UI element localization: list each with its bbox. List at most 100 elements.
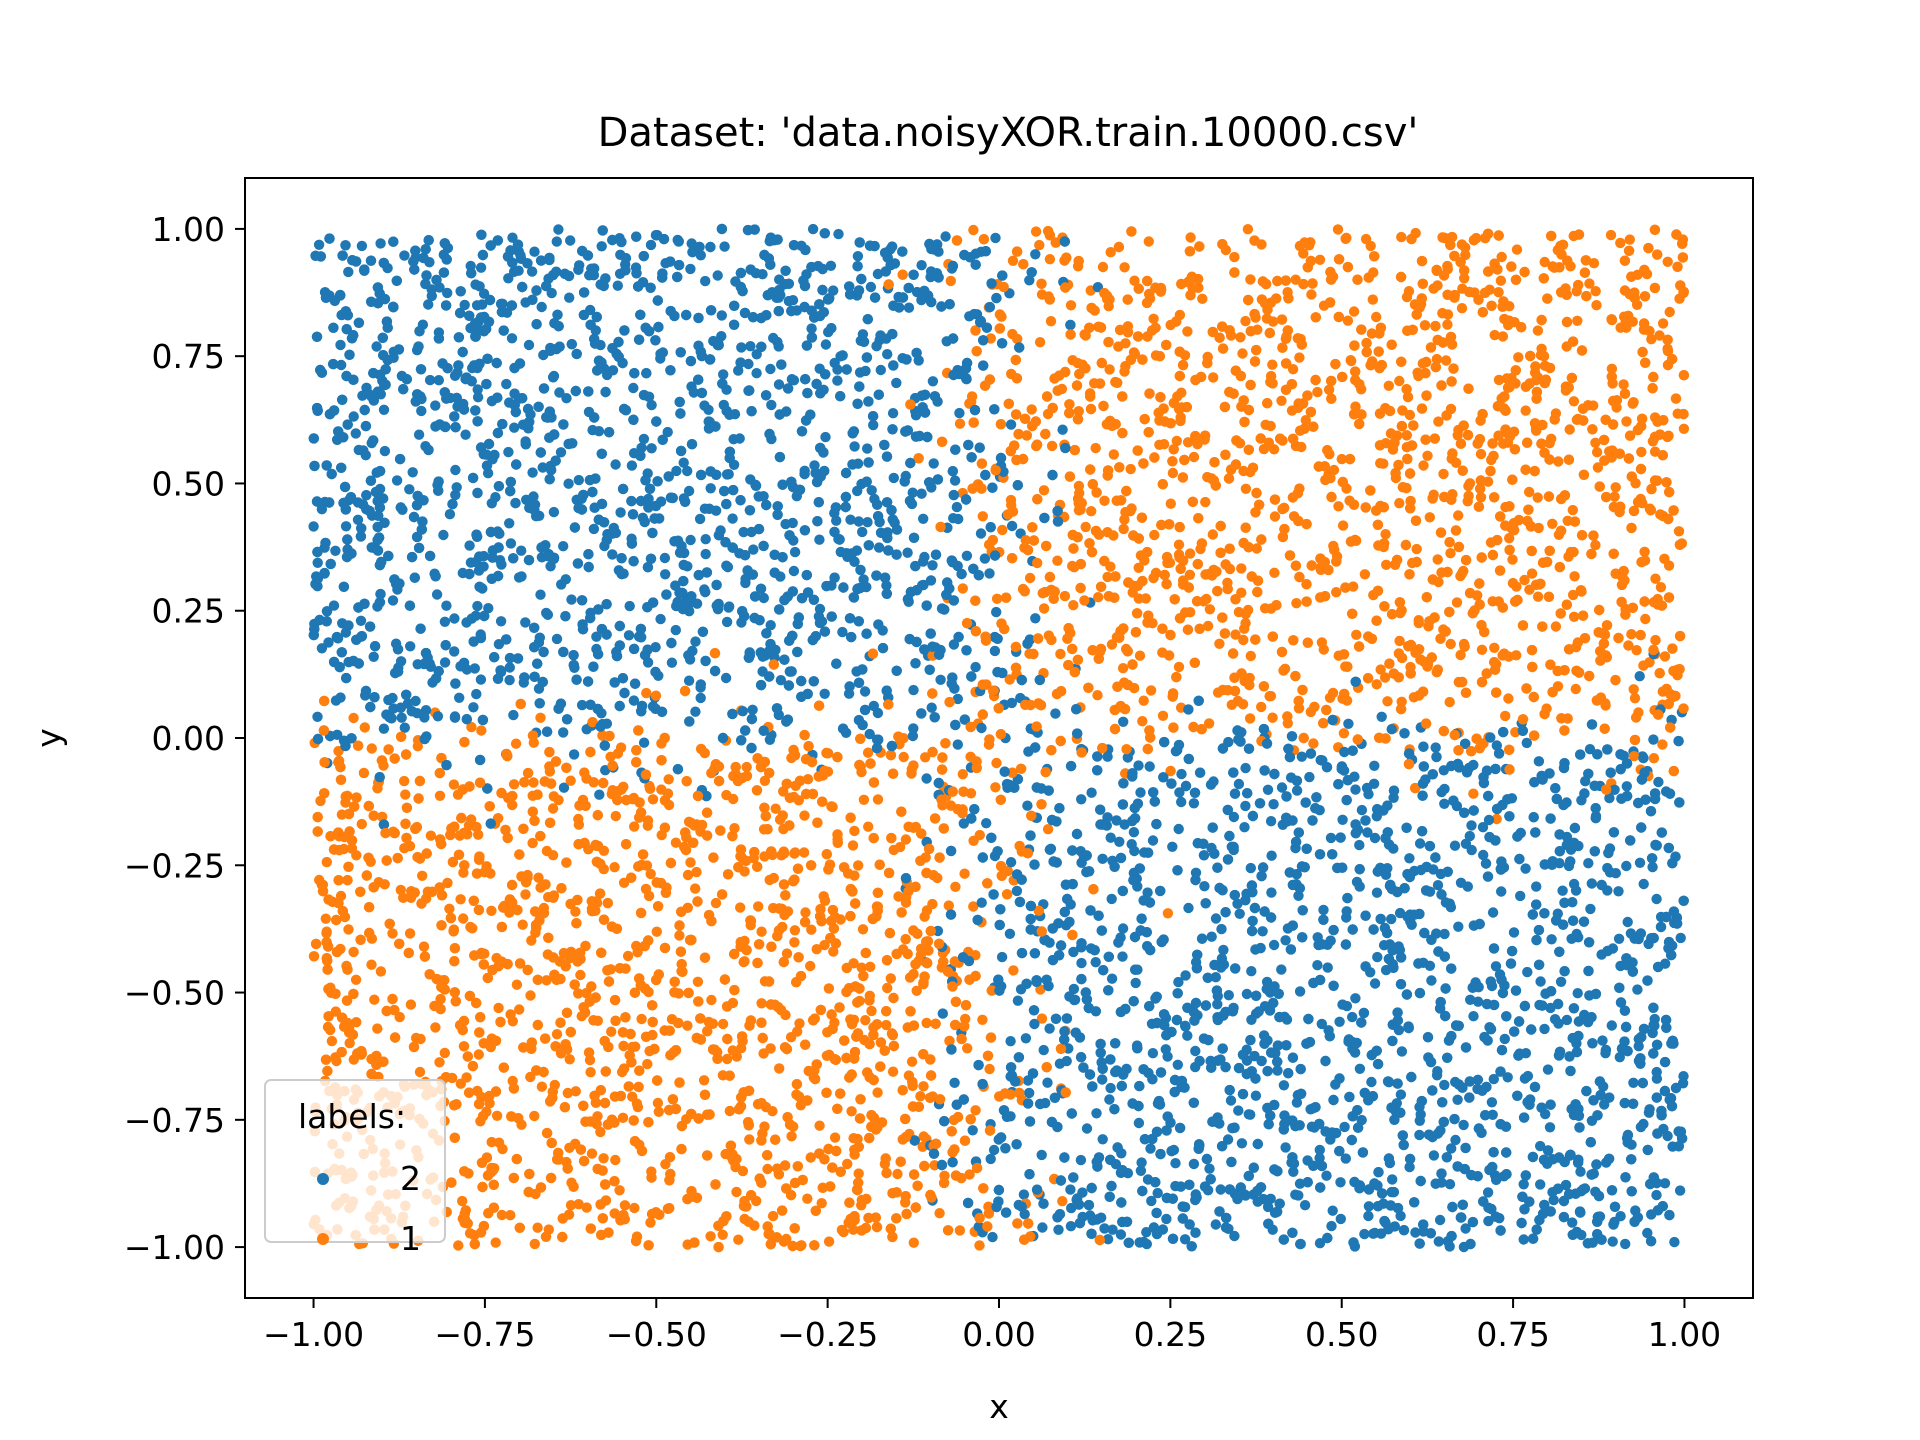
point-label-2 bbox=[1675, 932, 1686, 944]
point-label-1 bbox=[484, 1098, 495, 1109]
point-label-2 bbox=[1395, 1210, 1406, 1222]
point-label-2 bbox=[1135, 1165, 1147, 1177]
point-label-2 bbox=[459, 299, 470, 311]
point-label-2 bbox=[379, 445, 391, 457]
point-label-1 bbox=[417, 870, 428, 881]
point-label-1 bbox=[881, 1019, 892, 1031]
point-label-1 bbox=[1034, 337, 1046, 348]
point-label-2 bbox=[659, 552, 671, 564]
point-label-2 bbox=[1075, 1154, 1087, 1166]
point-label-2 bbox=[1265, 816, 1277, 827]
chart-title: Dataset: 'data.noisyXOR.train.10000.csv' bbox=[598, 110, 1419, 156]
point-label-1 bbox=[1500, 710, 1511, 722]
point-label-2 bbox=[1465, 994, 1476, 1005]
point-label-1 bbox=[1591, 447, 1603, 458]
point-label-1 bbox=[1641, 268, 1653, 280]
point-label-1 bbox=[1134, 650, 1146, 661]
point-label-2 bbox=[1106, 973, 1118, 984]
point-label-2 bbox=[989, 645, 1001, 657]
point-label-2 bbox=[828, 285, 839, 296]
point-label-2 bbox=[1548, 1194, 1559, 1206]
point-label-2 bbox=[908, 684, 919, 696]
point-label-2 bbox=[1535, 1140, 1546, 1152]
point-label-1 bbox=[570, 906, 581, 917]
point-label-2 bbox=[471, 688, 482, 700]
point-label-1 bbox=[1433, 416, 1444, 427]
point-label-1 bbox=[968, 224, 979, 236]
point-label-2 bbox=[845, 514, 856, 525]
point-label-1 bbox=[674, 930, 685, 941]
point-label-2 bbox=[853, 516, 864, 527]
point-label-1 bbox=[1137, 716, 1148, 727]
point-label-1 bbox=[1371, 679, 1382, 690]
point-label-1 bbox=[691, 866, 702, 878]
point-label-2 bbox=[657, 347, 669, 358]
point-label-1 bbox=[496, 1209, 508, 1221]
point-label-2 bbox=[1266, 887, 1277, 898]
point-label-1 bbox=[1489, 642, 1500, 653]
point-label-1 bbox=[1592, 462, 1604, 473]
point-label-2 bbox=[505, 538, 517, 549]
point-label-2 bbox=[773, 379, 785, 390]
point-label-2 bbox=[1240, 762, 1251, 774]
point-label-2 bbox=[1458, 1119, 1469, 1131]
point-label-1 bbox=[1148, 313, 1159, 324]
point-label-2 bbox=[1258, 1030, 1270, 1041]
point-label-2 bbox=[1210, 972, 1222, 983]
point-label-2 bbox=[1268, 939, 1280, 951]
point-label-1 bbox=[1378, 458, 1389, 469]
point-label-1 bbox=[1422, 450, 1433, 461]
point-label-2 bbox=[685, 263, 696, 275]
point-label-2 bbox=[433, 375, 444, 386]
point-label-1 bbox=[356, 818, 367, 830]
point-label-1 bbox=[1600, 698, 1611, 709]
point-label-1 bbox=[1342, 315, 1354, 326]
point-label-2 bbox=[1262, 1201, 1274, 1213]
point-label-2 bbox=[882, 349, 893, 360]
point-label-1 bbox=[1532, 492, 1543, 503]
point-label-2 bbox=[1036, 1149, 1047, 1161]
point-label-2 bbox=[1020, 1033, 1032, 1044]
point-label-1 bbox=[727, 1045, 738, 1056]
point-label-1 bbox=[553, 794, 564, 806]
point-label-2 bbox=[1430, 742, 1441, 753]
point-label-1 bbox=[823, 983, 835, 994]
point-label-2 bbox=[1167, 841, 1178, 852]
point-label-1 bbox=[1626, 629, 1637, 640]
point-label-1 bbox=[609, 862, 620, 873]
point-label-1 bbox=[872, 1087, 883, 1098]
point-label-1 bbox=[645, 868, 656, 880]
point-label-2 bbox=[1076, 794, 1087, 805]
point-label-1 bbox=[1173, 539, 1185, 550]
point-label-1 bbox=[547, 850, 559, 861]
point-label-1 bbox=[1615, 237, 1626, 249]
point-label-2 bbox=[1314, 1238, 1326, 1249]
point-label-1 bbox=[1108, 449, 1120, 460]
point-label-2 bbox=[523, 339, 535, 351]
point-label-2 bbox=[1176, 796, 1187, 808]
point-label-2 bbox=[903, 302, 915, 313]
point-label-2 bbox=[688, 387, 699, 398]
point-label-1 bbox=[1256, 701, 1267, 713]
point-label-2 bbox=[1117, 951, 1128, 962]
point-label-1 bbox=[860, 1015, 871, 1026]
point-label-2 bbox=[952, 693, 963, 705]
point-label-1 bbox=[1432, 554, 1443, 565]
point-label-1 bbox=[1567, 504, 1579, 516]
point-label-2 bbox=[967, 1125, 978, 1136]
point-label-1 bbox=[1532, 325, 1544, 336]
point-label-2 bbox=[1406, 919, 1417, 930]
point-label-2 bbox=[1117, 923, 1129, 934]
point-label-2 bbox=[1050, 708, 1061, 719]
point-label-2 bbox=[1659, 1178, 1671, 1189]
point-label-2 bbox=[1387, 1174, 1398, 1185]
point-label-1 bbox=[1440, 355, 1452, 366]
point-label-2 bbox=[469, 663, 480, 674]
point-label-1 bbox=[1629, 693, 1641, 704]
point-label-1 bbox=[1059, 590, 1071, 602]
point-label-2 bbox=[1396, 1046, 1408, 1057]
point-label-1 bbox=[586, 1148, 598, 1159]
point-label-2 bbox=[1653, 776, 1664, 788]
point-label-1 bbox=[1640, 613, 1651, 625]
point-label-2 bbox=[454, 692, 465, 703]
